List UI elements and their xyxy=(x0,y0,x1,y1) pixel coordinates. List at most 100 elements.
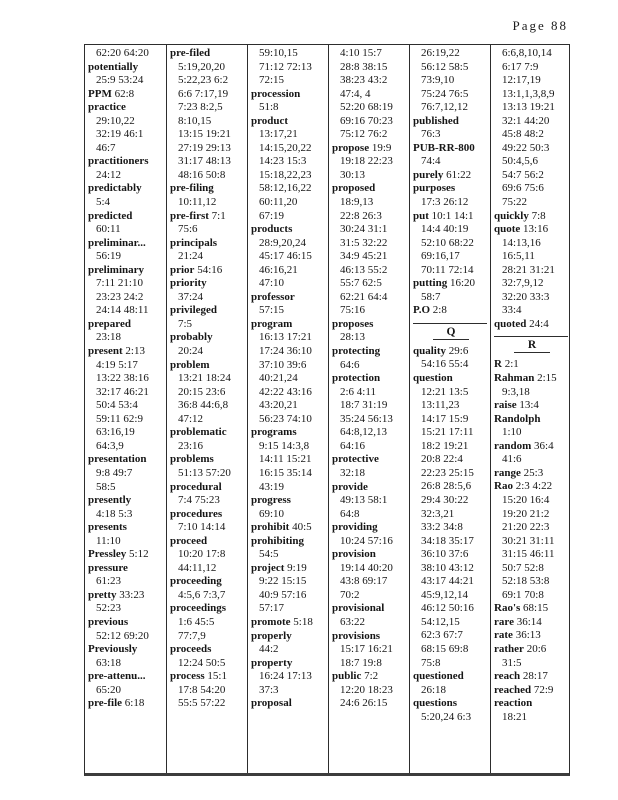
line-refs: 16:5,11 xyxy=(502,250,535,263)
index-refs-line: 59:10,15 xyxy=(251,47,327,61)
index-refs-line: 26:18 xyxy=(413,684,489,698)
index-refs-line: 32:1 44:20 xyxy=(494,115,570,129)
headword: procedures xyxy=(170,507,223,520)
index-refs-line: 4:19 5:17 xyxy=(88,359,165,373)
index-refs-line: 20:24 xyxy=(170,345,246,359)
index-column-5: 26:19,22 56:12 58:5 73:9,10 75:24 76:5 76:7,… xyxy=(409,45,490,773)
index-entry: provide xyxy=(332,481,408,495)
index-refs-line: 49:13 58:1 xyxy=(332,494,408,508)
index-entry: Rahman 2:15 xyxy=(494,372,570,386)
line-refs: 14:13,16 xyxy=(502,236,541,249)
index-entry: provisions xyxy=(332,630,408,644)
index-refs-line: 51:8 xyxy=(251,101,327,115)
line-refs: 32:17 46:21 xyxy=(96,385,149,398)
line-refs: 75:24 76:5 xyxy=(421,87,469,100)
index-entry: question xyxy=(413,372,489,386)
index-entry: properly xyxy=(251,630,327,644)
line-refs: 12:21 13:5 xyxy=(421,385,469,398)
line-refs: 32:20 33:3 xyxy=(502,290,550,303)
headword: pressure xyxy=(88,561,128,574)
line-refs: 29:4 30:22 xyxy=(421,493,469,506)
line-refs: 60:11 xyxy=(96,223,121,236)
index-refs-line: 64:3,9 xyxy=(88,440,165,454)
headword: proceedings xyxy=(170,602,227,615)
line-refs: 14:23 15:3 xyxy=(259,155,307,168)
line-refs: 58:5 xyxy=(96,480,116,493)
headword: problems xyxy=(170,453,214,466)
index-refs-line: 28:9,20,24 xyxy=(251,237,327,251)
line-refs: 2:3 4:22 xyxy=(515,480,553,493)
line-refs: 7:23 8:2,5 xyxy=(178,101,223,114)
line-refs: 2:15 xyxy=(537,372,557,385)
line-refs: 15:1 xyxy=(207,670,227,683)
index-refs-line: 15:17 16:21 xyxy=(332,643,408,657)
line-refs: 13:1,1,3,8,9 xyxy=(502,87,555,100)
index-refs-line: 37:10 39:6 xyxy=(251,359,327,373)
line-refs: 42:22 43:16 xyxy=(259,385,312,398)
index-refs-line: 5:4 xyxy=(88,196,165,210)
index-entry: presently xyxy=(88,494,165,508)
headword: putting xyxy=(413,277,448,290)
index-refs-line: 44:11,12 xyxy=(170,562,246,576)
headword: pre-filed xyxy=(170,47,211,59)
headword: presentation xyxy=(88,453,147,466)
index-refs-line: 30:21 31:11 xyxy=(494,535,570,549)
line-refs: 63:16,19 xyxy=(96,426,135,439)
line-refs: 34:18 35:17 xyxy=(421,534,474,547)
index-refs-line: 20:8 22:4 xyxy=(413,453,489,467)
line-refs: 7:1 xyxy=(211,209,226,222)
index-entry: problem xyxy=(170,359,246,373)
line-refs: 13:13 19:21 xyxy=(502,101,555,114)
index-refs-line: 1:10 xyxy=(494,426,570,440)
index-refs-line: 16:15 35:14 xyxy=(251,467,327,481)
index-entry: reached 72:9 xyxy=(494,684,570,698)
index-entry: rare 36:14 xyxy=(494,616,570,630)
index-entry: put 10:1 14:1 xyxy=(413,210,489,224)
index-entry: promote 5:18 xyxy=(251,616,327,630)
line-refs: 62:21 64:4 xyxy=(340,290,388,303)
line-refs: 47:12 xyxy=(178,412,204,425)
line-refs: 7:10 14:14 xyxy=(178,521,226,534)
index-refs-line: 32:7,9,12 xyxy=(494,277,570,291)
index-refs-line: 57:15 xyxy=(251,304,327,318)
index-refs-line: 14:17 15:9 xyxy=(413,413,489,427)
line-refs: 21:20 22:3 xyxy=(502,521,550,534)
index-refs-line: 48:16 50:8 xyxy=(170,169,246,183)
section-letter: R xyxy=(494,338,570,354)
line-refs: 48:16 50:8 xyxy=(178,168,226,181)
headword: put xyxy=(413,209,429,222)
line-refs: 54:7 56:2 xyxy=(502,168,544,181)
line-refs: 17:3 26:12 xyxy=(421,196,469,209)
index-refs-line: 13:17,21 xyxy=(251,128,327,142)
line-refs: 68:15 xyxy=(523,602,549,615)
line-refs: 67:19 xyxy=(259,209,285,222)
line-refs: 43:20,21 xyxy=(259,399,298,412)
line-refs: 19:18 22:23 xyxy=(340,155,393,168)
headword: progress xyxy=(251,494,291,507)
line-refs: 6:6 7:17,19 xyxy=(178,87,229,100)
headword: published xyxy=(413,114,459,127)
line-refs: 7:11 21:10 xyxy=(96,277,143,290)
index-refs-line: 29:4 30:22 xyxy=(413,494,489,508)
line-refs: 31:15 46:11 xyxy=(502,548,555,561)
index-entry: Rao's 68:15 xyxy=(494,602,570,616)
line-refs: 36:14 xyxy=(516,615,542,628)
index-refs-line: 64:8,12,13 xyxy=(332,426,408,440)
index-refs-line: 37:24 xyxy=(170,291,246,305)
index-entry: range 25:3 xyxy=(494,467,570,481)
index-refs-line: 28:13 xyxy=(332,331,408,345)
index-refs-line: 21:20 22:3 xyxy=(494,521,570,535)
index-refs-line: 56:23 74:10 xyxy=(251,413,327,427)
index-refs-line: 38:10 43:12 xyxy=(413,562,489,576)
line-refs: 19:9 xyxy=(371,141,392,154)
index-refs-line: 59:11 62:9 xyxy=(88,413,165,427)
line-refs: 5:4 xyxy=(96,196,111,209)
index-entry: rate 36:13 xyxy=(494,629,570,643)
index-refs-line: 64:8 xyxy=(332,508,408,522)
index-entry: programs xyxy=(251,426,327,440)
line-refs: 56:12 58:5 xyxy=(421,60,469,73)
line-refs: 46:16,21 xyxy=(259,263,298,276)
index-entry: proceed xyxy=(170,535,246,549)
line-refs: 30:24 31:1 xyxy=(340,223,388,236)
line-refs: 25:3 xyxy=(523,466,544,479)
